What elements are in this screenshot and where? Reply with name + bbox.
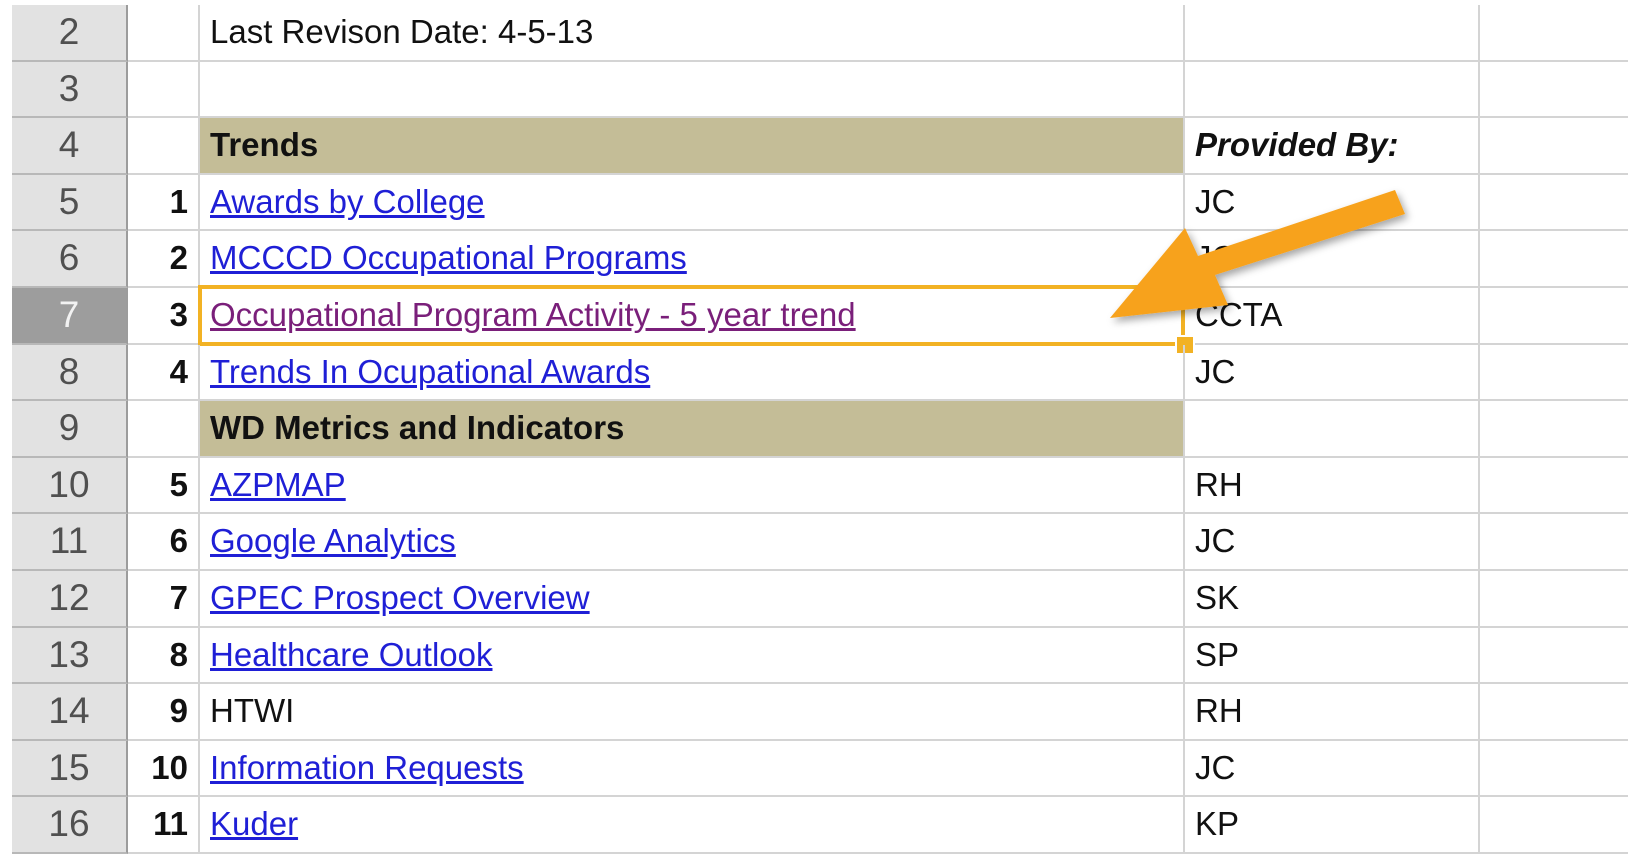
item-number: 8 (128, 627, 200, 685)
row-header[interactable]: 2 (12, 5, 128, 62)
cell-text (200, 61, 1185, 119)
empty-cell (1480, 797, 1628, 854)
cell-text: Last Revison Date: 4-5-13 (200, 5, 1185, 62)
empty-cell (1480, 62, 1628, 119)
provided-by: SP (1185, 627, 1480, 685)
row-header[interactable]: 13 (12, 627, 128, 685)
empty-cell (1480, 458, 1628, 515)
item-number: 1 (128, 174, 200, 232)
empty-cell (1480, 345, 1628, 402)
row-header[interactable]: 10 (12, 457, 128, 515)
row-header[interactable]: 8 (12, 344, 128, 402)
row-header[interactable]: 9 (12, 401, 128, 458)
empty-cell (1480, 231, 1628, 288)
empty-cell (1480, 684, 1628, 741)
row-header[interactable]: 14 (12, 684, 128, 741)
provided-by: KP (1185, 797, 1480, 854)
provided-by: JC (1185, 740, 1480, 798)
report-link[interactable]: Awards by College (200, 174, 1185, 232)
report-link[interactable]: GPEC Prospect Overview (200, 571, 1185, 628)
fill-handle (1175, 334, 1195, 355)
row-header[interactable]: 15 (12, 740, 128, 798)
empty-cell (1480, 571, 1628, 628)
item-number (128, 401, 200, 458)
item-number (128, 5, 200, 62)
section-header: Trends (200, 118, 1185, 175)
item-number: 4 (128, 344, 200, 402)
row-header[interactable]: 16 (12, 797, 128, 854)
arrow (1110, 190, 1405, 318)
empty-cell (1480, 288, 1628, 345)
provided-by: SK (1185, 571, 1480, 628)
report-link[interactable]: Kuder (200, 797, 1185, 854)
provided-by: Provided By: (1185, 118, 1480, 175)
provided-by: RH (1185, 457, 1480, 515)
provided-by: JC (1185, 344, 1480, 402)
empty-cell (1480, 514, 1628, 571)
row-header[interactable]: 7 (12, 288, 128, 345)
report-link[interactable]: Information Requests (200, 740, 1185, 798)
item-number: 2 (128, 231, 200, 288)
report-link[interactable]: Trends In Ocupational Awards (200, 344, 1185, 402)
item-number: 6 (128, 514, 200, 571)
row-header[interactable]: 6 (12, 231, 128, 288)
item-number: 7 (128, 571, 200, 628)
empty-cell (1480, 741, 1628, 798)
empty-cell (1480, 175, 1628, 232)
item-number: 10 (128, 740, 200, 798)
cell-text: HTWI (200, 684, 1185, 741)
item-number: 5 (128, 457, 200, 515)
provided-by (1185, 61, 1480, 119)
provided-by: RH (1185, 684, 1480, 741)
item-number (128, 61, 200, 119)
row-header[interactable]: 4 (12, 118, 128, 175)
empty-cell (1480, 5, 1628, 62)
empty-cell (1480, 118, 1628, 175)
item-number: 11 (128, 797, 200, 854)
report-link[interactable]: Healthcare Outlook (200, 627, 1185, 685)
row-header[interactable]: 12 (12, 571, 128, 628)
row-header[interactable]: 3 (12, 61, 128, 119)
provided-by: JC (1185, 514, 1480, 571)
item-number: 9 (128, 684, 200, 741)
report-link[interactable]: Google Analytics (200, 514, 1185, 571)
provided-by (1185, 5, 1480, 62)
item-number (128, 118, 200, 175)
section-header: WD Metrics and Indicators (200, 401, 1185, 458)
empty-cell (1480, 401, 1628, 458)
empty-cell (1480, 628, 1628, 685)
row-header[interactable]: 11 (12, 514, 128, 571)
provided-by (1185, 401, 1480, 458)
row-header[interactable]: 5 (12, 174, 128, 232)
report-link[interactable]: AZPMAP (200, 457, 1185, 515)
